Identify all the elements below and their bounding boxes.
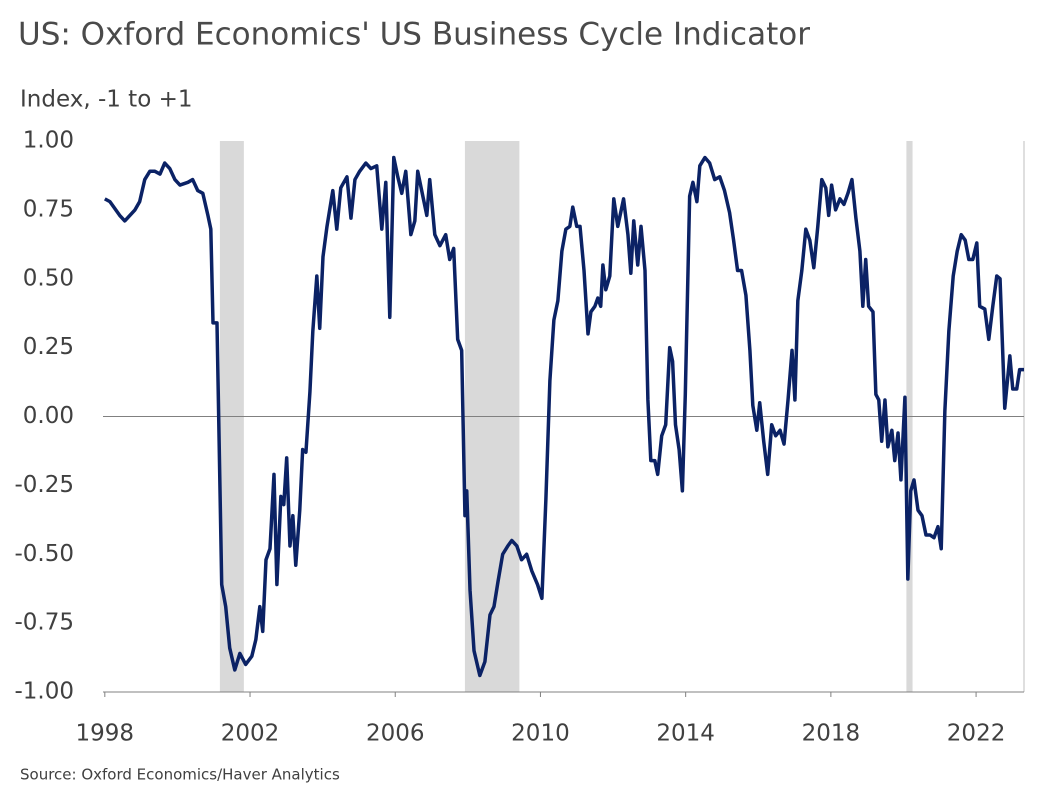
x-tick-label: 2018: [802, 721, 861, 747]
y-tick-label: 1.00: [23, 128, 74, 154]
x-tick-label: 1998: [76, 721, 135, 747]
y-tick-label: 0.00: [23, 403, 74, 429]
y-tick-label: -0.75: [14, 610, 74, 636]
x-tick-label: 2022: [947, 721, 1006, 747]
y-tick-label: 0.75: [23, 196, 74, 222]
x-tick-label: 2006: [366, 721, 425, 747]
x-tick-label: 2014: [656, 721, 715, 747]
y-axis-label: Index, -1 to +1: [20, 87, 193, 113]
y-tick-label: 0.50: [23, 265, 74, 291]
y-tick-label: 0.25: [23, 334, 74, 360]
y-tick-label: -0.50: [14, 541, 74, 567]
x-tick-label: 2010: [511, 721, 570, 747]
y-tick-label: -0.25: [14, 472, 74, 498]
data-line: [103, 155, 1024, 678]
source-note: Source: Oxford Economics/Haver Analytics: [20, 766, 340, 784]
chart-title: US: Oxford Economics' US Business Cycle …: [18, 17, 810, 53]
x-tick-label: 2002: [221, 721, 280, 747]
y-tick-label: -1.00: [14, 679, 74, 705]
